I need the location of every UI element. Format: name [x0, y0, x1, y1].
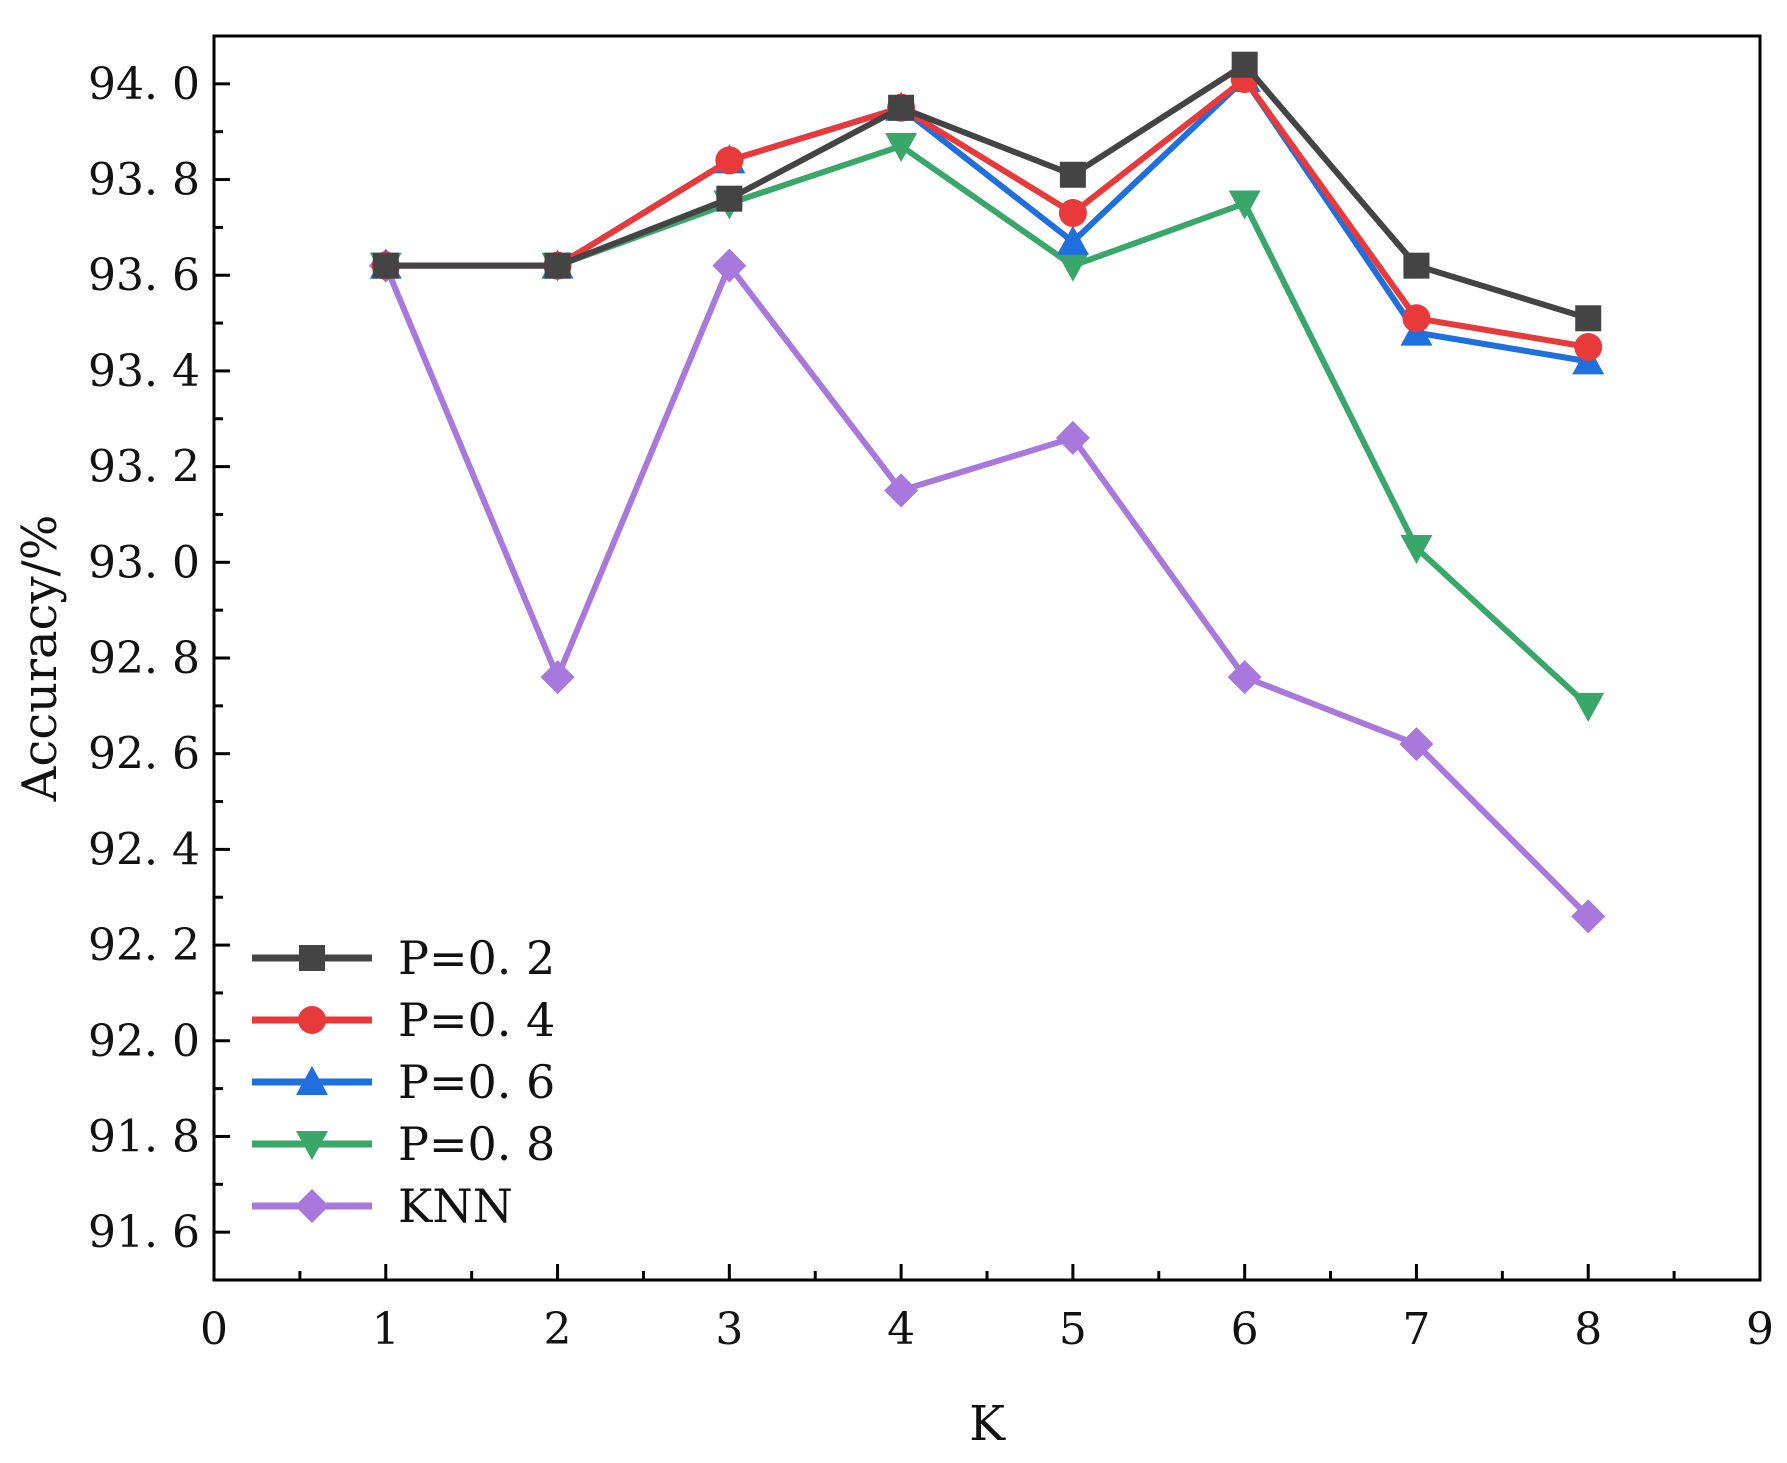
x-axis-title: K [969, 1396, 1006, 1452]
y-tick-label: 92. 8 [88, 633, 200, 684]
legend-label: KNN [398, 1179, 513, 1233]
data-point [1574, 333, 1603, 361]
legend-label: P=0. 6 [398, 1055, 555, 1109]
x-tick-label: 7 [1402, 1304, 1430, 1355]
legend-item: P=0. 4 [252, 993, 555, 1047]
data-point [1059, 161, 1086, 188]
legend-marker [299, 945, 325, 971]
y-tick-label: 93. 4 [88, 346, 200, 397]
axes: 0 1 2 3 4 5 6 7 8 9 91. 6 91. 8 92. 0 92. 2 92. 4 92. 6… [88, 34, 1774, 1355]
legend-label: P=0. 4 [398, 993, 555, 1047]
data-point [1403, 252, 1430, 279]
series-p-0-8 [369, 133, 1605, 722]
legend-item: P=0. 8 [252, 1117, 555, 1171]
data-point [1402, 304, 1431, 333]
x-tick-label: 4 [887, 1304, 915, 1355]
y-tick-label: 93. 6 [88, 250, 200, 301]
legend-item: P=0. 6 [252, 1055, 555, 1109]
legend-marker [296, 1066, 328, 1095]
legend-marker [295, 1189, 329, 1223]
legend-marker [298, 1006, 326, 1034]
y-tick-label: 91. 6 [88, 1207, 200, 1258]
data-point [1571, 899, 1606, 934]
data-point [1400, 534, 1433, 564]
series-line [385, 76, 1589, 350]
data-point [885, 133, 918, 163]
legend-label: P=0. 8 [398, 1117, 555, 1171]
series-line [383, 262, 1591, 919]
legend-label: P=0. 2 [398, 931, 555, 985]
legend-marker [296, 1131, 328, 1160]
y-tick-label: 94. 0 [88, 59, 200, 110]
data-point [1058, 199, 1087, 228]
data-point [1227, 660, 1262, 695]
series-line [385, 143, 1591, 709]
data-point [716, 185, 743, 212]
y-tick-label: 93. 0 [88, 537, 200, 588]
data-point [1399, 727, 1434, 762]
data-point [1572, 692, 1605, 722]
data-point [540, 660, 575, 695]
x-tick-label: 1 [372, 1304, 400, 1355]
data-point [1575, 305, 1602, 332]
data-point [544, 252, 571, 279]
series-line [385, 61, 1590, 322]
y-tick-label: 93. 2 [88, 442, 200, 493]
series-p-0-2 [372, 51, 1602, 332]
x-tick-label: 2 [544, 1304, 572, 1355]
y-tick-label: 92. 6 [88, 729, 200, 780]
y-axis-title: Accuracy/% [12, 515, 68, 803]
data-point [1228, 190, 1261, 220]
series-knn [368, 248, 1606, 934]
x-tick-label: 5 [1059, 1304, 1087, 1355]
data-point [712, 248, 747, 283]
y-tick-label: 92. 4 [88, 824, 200, 875]
data-point [1056, 252, 1089, 282]
data-point [1231, 51, 1258, 78]
series [368, 51, 1606, 934]
data-point [888, 94, 915, 121]
x-tick-label: 9 [1746, 1304, 1774, 1355]
x-tick-label: 3 [715, 1304, 743, 1355]
y-tick-label: 91. 8 [88, 1111, 200, 1162]
data-point [372, 252, 399, 279]
series-p-0-4 [371, 65, 1603, 361]
data-point [884, 473, 919, 508]
legend-item: KNN [252, 1179, 513, 1233]
x-tick-label: 0 [200, 1304, 228, 1355]
y-tick-label: 92. 0 [88, 1016, 200, 1067]
data-point [1055, 420, 1090, 455]
y-tick-label: 93. 8 [88, 155, 200, 206]
x-tick-label: 6 [1231, 1304, 1259, 1355]
x-tick-label: 8 [1574, 1304, 1602, 1355]
data-point [1056, 225, 1089, 255]
y-tick-label: 92. 2 [88, 920, 200, 971]
legend-item: P=0. 2 [252, 931, 555, 985]
legend: P=0. 2 P=0. 4 P=0. 6 P=0. 8 KNN [252, 931, 555, 1233]
data-point [715, 146, 744, 175]
